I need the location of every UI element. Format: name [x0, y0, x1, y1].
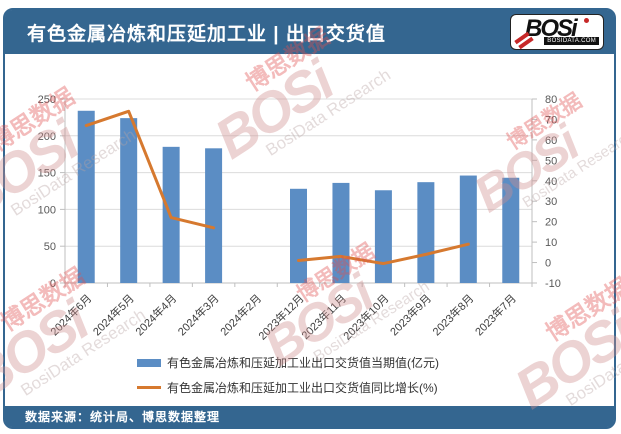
svg-text:250: 250 — [38, 94, 56, 106]
svg-text:60: 60 — [545, 135, 557, 147]
legend-label-bar: 有色金属冶炼和压延加工业出口交货值当期值(亿元) — [167, 356, 439, 370]
legend: 有色金属冶炼和压延加工业出口交货值当期值(亿元) 有色金属冶炼和压延加工业出口交… — [5, 354, 614, 396]
combo-chart: 0 50 100 150 200 250 -10 0 10 20 30 40 50 60 70 80 2024年… — [38, 94, 561, 343]
line-series-swatch — [137, 386, 161, 389]
svg-text:2024年2月: 2024年2月 — [217, 291, 264, 338]
svg-text:40: 40 — [545, 176, 557, 188]
svg-text:0: 0 — [50, 278, 56, 290]
svg-text:2023年12月: 2023年12月 — [255, 291, 306, 342]
bar-series-swatch — [137, 358, 161, 367]
svg-text:10: 10 — [545, 237, 557, 249]
svg-text:-10: -10 — [545, 278, 561, 290]
svg-text:200: 200 — [38, 131, 56, 143]
card: 有色金属冶炼和压延加工业 | 出口交货值 BOSi BOSIDATA.COM 0… — [3, 8, 616, 429]
page-title: 有色金属冶炼和压延加工业 | 出口交货值 — [27, 23, 386, 45]
svg-text:50: 50 — [545, 155, 557, 167]
svg-text:2024年3月: 2024年3月 — [175, 291, 222, 338]
svg-text:2023年9月: 2023年9月 — [387, 291, 434, 338]
svg-text:2024年5月: 2024年5月 — [90, 291, 137, 338]
svg-text:2024年6月: 2024年6月 — [47, 291, 94, 338]
chart-area: 0 50 100 150 200 250 -10 0 10 20 30 40 50 60 70 80 2024年… — [5, 54, 614, 406]
svg-text:2023年8月: 2023年8月 — [429, 291, 476, 338]
svg-text:2023年10月: 2023年10月 — [340, 291, 391, 342]
legend-item-bar: 有色金属冶炼和压延加工业出口交货值当期值(亿元) — [137, 354, 482, 371]
footer-bar: 数据来源：统计局、博思数据整理 — [5, 406, 614, 427]
bosi-logo: BOSi BOSIDATA.COM — [510, 14, 604, 50]
logo-dot-icon — [584, 18, 589, 23]
svg-text:2024年4月: 2024年4月 — [132, 291, 179, 338]
svg-text:80: 80 — [545, 94, 557, 106]
logo-site-text: BOSIDATA.COM — [544, 37, 599, 45]
svg-text:0: 0 — [545, 258, 551, 270]
svg-text:150: 150 — [38, 168, 56, 180]
svg-text:50: 50 — [44, 241, 56, 253]
svg-text:30: 30 — [545, 196, 557, 208]
legend-item-line: 有色金属冶炼和压延加工业出口交货值同比增长(%) — [137, 379, 482, 396]
data-source: 数据来源：统计局、博思数据整理 — [25, 410, 221, 424]
svg-text:100: 100 — [38, 204, 56, 216]
svg-text:70: 70 — [545, 114, 557, 126]
svg-text:20: 20 — [545, 217, 557, 229]
header-bar: 有色金属冶炼和压延加工业 | 出口交货值 BOSi BOSIDATA.COM — [5, 10, 614, 54]
svg-text:2023年7月: 2023年7月 — [472, 291, 519, 338]
legend-label-line: 有色金属冶炼和压延加工业出口交货值同比增长(%) — [167, 381, 438, 395]
